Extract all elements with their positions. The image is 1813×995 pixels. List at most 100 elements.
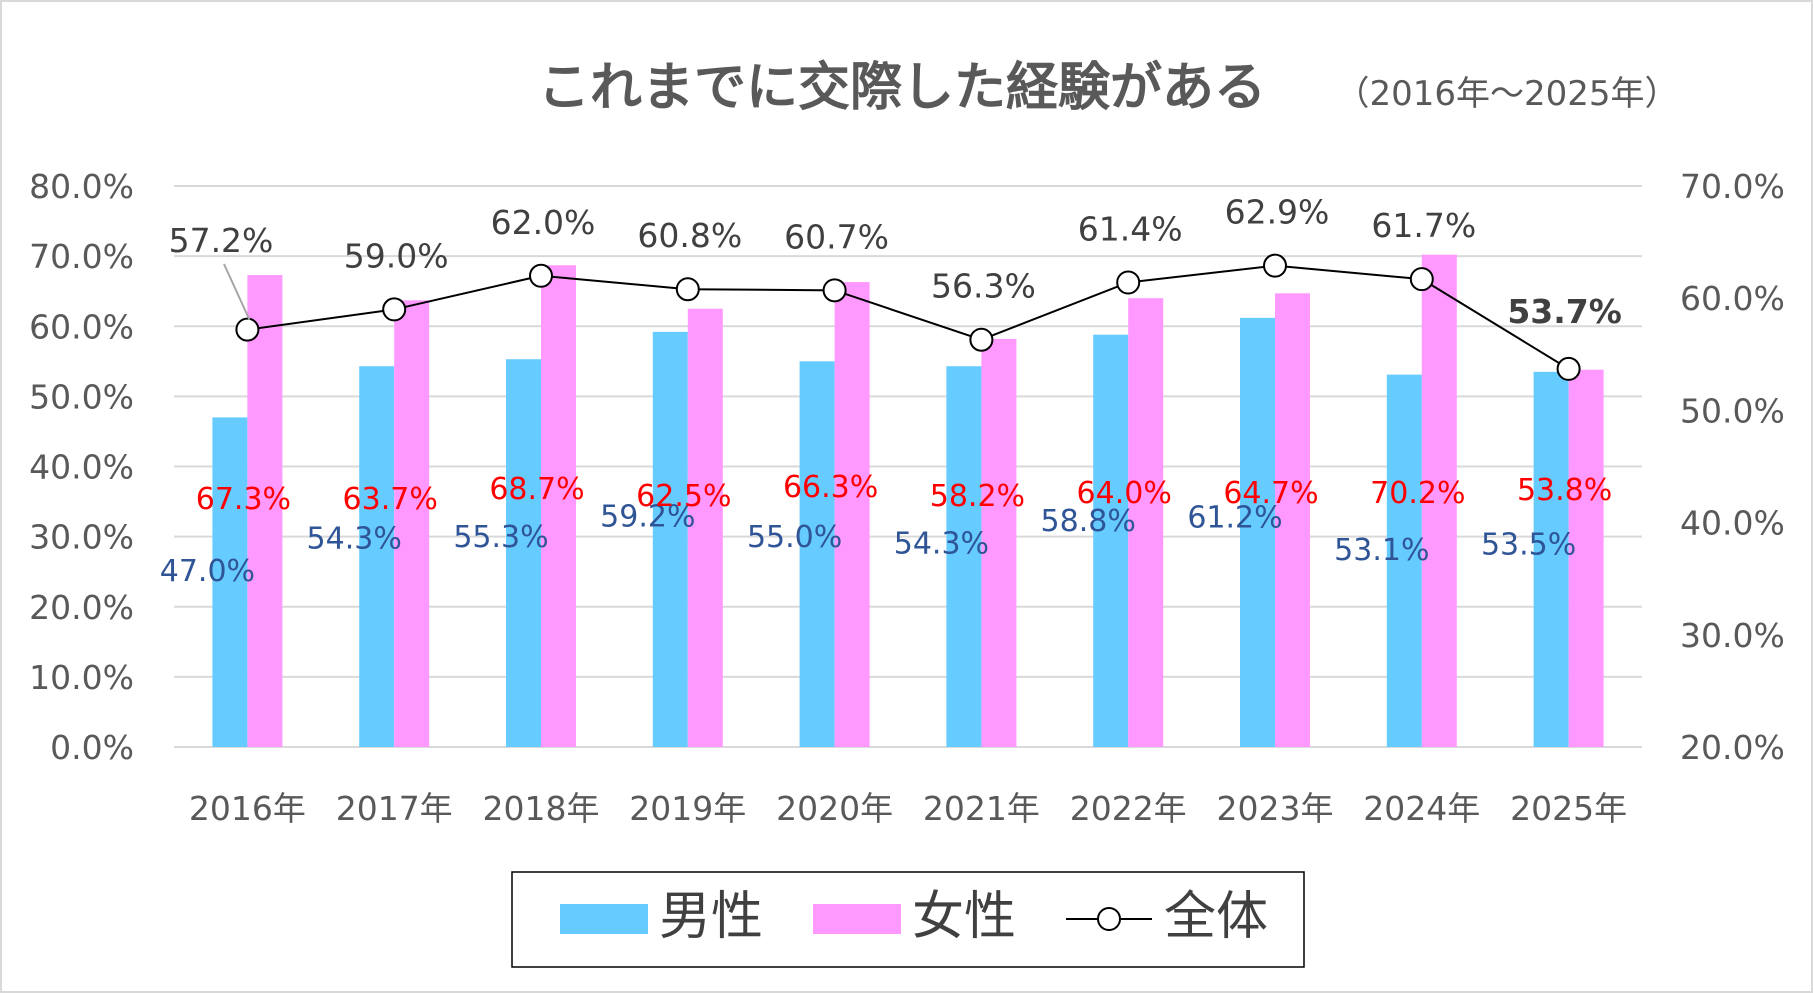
point-total <box>1556 356 1581 381</box>
label-total: 53.7% <box>1507 292 1622 331</box>
left-tick-label: 70.0% <box>29 237 134 276</box>
bar-male <box>1533 371 1569 747</box>
bar-female <box>834 282 870 747</box>
bar-male <box>946 366 982 747</box>
right-tick-label: 20.0% <box>1680 728 1785 767</box>
label-female: 63.7% <box>343 482 438 517</box>
point-total <box>1263 253 1287 278</box>
label-female: 66.3% <box>783 470 878 505</box>
bar-male <box>652 331 688 747</box>
legend-label-male: 男性 <box>659 887 763 947</box>
bar-male <box>359 366 395 747</box>
legend-swatch-female <box>813 904 901 934</box>
point-total <box>969 327 994 352</box>
label-female: 64.0% <box>1077 476 1172 511</box>
bar-female <box>687 308 723 747</box>
bar-female <box>1568 369 1604 747</box>
x-axis: 2016年 2017年 2018年 2019年 2020年 2021年 2022年 2023年… <box>189 789 1627 828</box>
label-female: 67.3% <box>196 482 291 517</box>
label-male: 53.5% <box>1481 527 1576 562</box>
label-female: 64.7% <box>1223 476 1318 511</box>
x-tick-label: 2024年 <box>1363 789 1480 828</box>
left-tick-label: 30.0% <box>29 518 134 557</box>
x-tick-label: 2025年 <box>1510 789 1627 828</box>
label-female: 70.2% <box>1370 476 1465 511</box>
point-total <box>675 277 700 302</box>
right-tick-label: 60.0% <box>1680 279 1785 318</box>
label-male: 58.8% <box>1041 504 1136 539</box>
point-total <box>235 317 260 342</box>
label-total: 60.8% <box>637 216 742 255</box>
label-male: 55.0% <box>747 520 842 555</box>
left-tick-label: 20.0% <box>29 588 134 627</box>
label-total: 62.0% <box>491 203 596 242</box>
legend-marker-total <box>1097 907 1121 931</box>
x-tick-label: 2023年 <box>1217 789 1334 828</box>
bar-male <box>1386 374 1422 747</box>
label-male: 61.2% <box>1187 500 1282 535</box>
label-total: 57.2% <box>169 221 274 260</box>
line-total <box>247 264 1570 370</box>
left-tick-label: 40.0% <box>29 448 134 487</box>
left-tick-label: 50.0% <box>29 377 134 416</box>
label-male: 54.3% <box>307 522 402 557</box>
label-male: 53.1% <box>1334 533 1429 568</box>
bar-female <box>394 300 430 747</box>
legend-label-total: 全体 <box>1164 887 1268 947</box>
right-tick-label: 40.0% <box>1680 504 1785 543</box>
label-female: 53.8% <box>1517 473 1612 508</box>
total-line <box>235 253 1581 381</box>
bar-male <box>1240 317 1275 747</box>
label-female: 68.7% <box>489 472 584 507</box>
label-total: 62.9% <box>1225 193 1330 232</box>
label-male: 47.0% <box>160 554 255 589</box>
legend-swatch-male <box>560 904 648 934</box>
bars <box>212 254 1604 747</box>
label-total: 61.7% <box>1371 206 1476 245</box>
label-total: 56.3% <box>931 267 1036 306</box>
x-tick-label: 2018年 <box>483 789 600 828</box>
bar-female <box>1275 293 1310 747</box>
point-total <box>1116 270 1141 295</box>
bar-female <box>1421 254 1457 747</box>
right-axis: 20.0% 30.0% 40.0% 50.0% 60.0% 70.0% <box>1680 167 1785 767</box>
right-tick-label: 30.0% <box>1680 616 1785 655</box>
bar-female <box>247 275 283 747</box>
right-tick-label: 70.0% <box>1680 167 1785 206</box>
label-total: 60.7% <box>784 217 889 256</box>
bar-male <box>506 359 541 747</box>
point-total <box>382 297 407 322</box>
left-tick-label: 60.0% <box>29 307 134 346</box>
bar-female <box>541 265 576 747</box>
point-total <box>1409 267 1434 292</box>
x-tick-label: 2020年 <box>776 789 893 828</box>
bar-male <box>212 417 248 747</box>
x-tick-label: 2016年 <box>189 789 306 828</box>
left-axis: 0.0% 10.0% 20.0% 30.0% 40.0% 50.0% 60.0% 70.0% 8… <box>29 167 134 767</box>
leader-line <box>223 263 251 321</box>
chart-subtitle: （2016年〜2025年） <box>1335 74 1678 114</box>
right-tick-label: 50.0% <box>1680 391 1785 430</box>
chart-title: これまでに交際した経験がある <box>538 58 1266 118</box>
x-tick-label: 2017年 <box>336 789 453 828</box>
label-male: 55.3% <box>453 520 548 555</box>
label-male: 54.3% <box>894 527 989 562</box>
label-female: 58.2% <box>930 479 1025 514</box>
bar-female <box>1128 298 1164 747</box>
label-male: 59.2% <box>600 499 695 534</box>
point-total <box>529 263 553 288</box>
bar-male <box>799 361 835 747</box>
label-total: 59.0% <box>344 236 449 275</box>
left-tick-label: 0.0% <box>50 728 134 767</box>
bar-male <box>1093 334 1129 747</box>
left-tick-label: 10.0% <box>29 658 134 697</box>
x-tick-label: 2021年 <box>923 789 1040 828</box>
label-female: 62.5% <box>636 479 731 514</box>
x-tick-label: 2019年 <box>629 789 746 828</box>
legend: 男性 女性 全体 <box>511 871 1305 968</box>
left-tick-label: 80.0% <box>29 167 134 206</box>
x-tick-label: 2022年 <box>1070 789 1187 828</box>
bar-female <box>981 338 1017 747</box>
